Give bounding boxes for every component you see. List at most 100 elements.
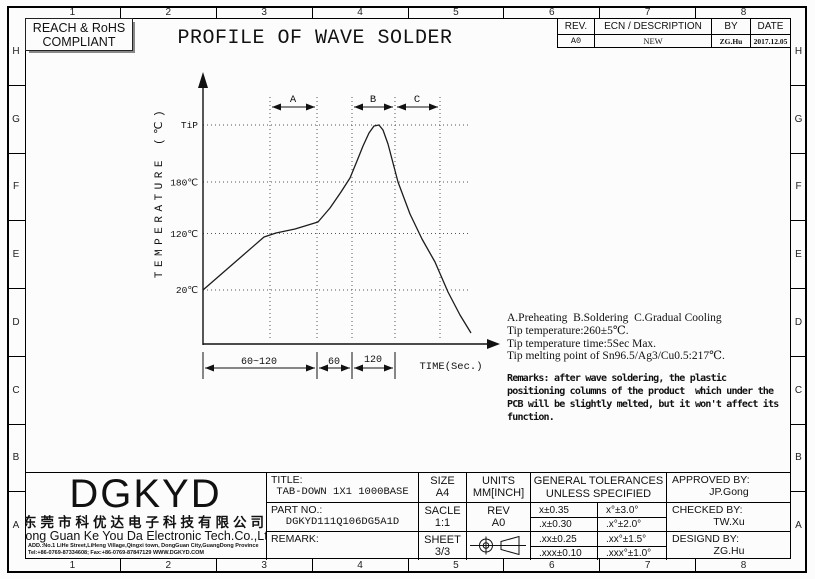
remarks-paragraph: Remarks: after wave soldering, the plast… bbox=[507, 373, 797, 425]
part-no-label: PART NO.: bbox=[271, 504, 323, 516]
remark-label: REMARK: bbox=[271, 533, 319, 545]
company-block: DGKYD 东莞市科优达电子科技有限公司 Dong Guan Ke You Da… bbox=[25, 473, 266, 560]
inner-border bbox=[25, 18, 791, 559]
zone-boundary-lines bbox=[269, 97, 441, 338]
zone-label: 1 bbox=[25, 559, 121, 572]
rev-cell: REV A0 bbox=[466, 502, 530, 531]
zone-label: 4 bbox=[313, 6, 409, 18]
tolerance-value: .xxx±0.10 bbox=[539, 548, 582, 559]
y-axis-arrow bbox=[198, 72, 208, 88]
approved-by-label: APPROVED BY: bbox=[672, 474, 750, 486]
title-cell: TITLE: TAB-DOWN 1X1 1000BASE bbox=[266, 473, 418, 502]
compliance-badge: REACH & RoHS COMPLIANT bbox=[25, 18, 133, 51]
units-value: MM[INCH] bbox=[472, 487, 525, 499]
zone-strip-bottom: 1 2 3 4 5 6 7 8 bbox=[25, 559, 791, 572]
zone-label: C bbox=[791, 357, 806, 425]
notes-block: A.Preheating B.Soldering C.Gradual Cooli… bbox=[507, 312, 797, 425]
sheet-cell: SHEET 3/3 bbox=[418, 531, 466, 560]
scale-value: 1:1 bbox=[434, 517, 451, 529]
tolerance-cell: .xx±0.25 bbox=[530, 531, 597, 546]
rev-value: A0 bbox=[570, 36, 582, 46]
zone-label: 1 bbox=[25, 6, 121, 18]
wave-solder-profile-chart: A B C TiP 180℃ 120℃ 20℃ TEMPERATURE (℃) … bbox=[153, 72, 500, 379]
scale-cell: SACLE 1:1 bbox=[418, 502, 466, 531]
zone-label: 7 bbox=[600, 559, 697, 572]
dimension-lines bbox=[202, 352, 396, 379]
zone-label: 6 bbox=[504, 6, 601, 18]
tolerance-value: .x±0.30 bbox=[539, 519, 572, 530]
zone-strip-top: 1 2 3 4 5 6 7 8 bbox=[25, 6, 791, 18]
zone-label: E bbox=[791, 221, 806, 289]
zone-label: 5 bbox=[409, 559, 505, 572]
zone-a-label: A bbox=[290, 94, 297, 106]
part-no-cell: PART NO.: DGKYD111Q106DG5A1D bbox=[266, 502, 418, 531]
size-cell: SIZE A4 bbox=[418, 473, 466, 502]
zone-strip-left: H G F E D C B A bbox=[7, 18, 25, 559]
company-name-en: Dong Guan Ke You Da Electronic Tech.Co.,… bbox=[25, 529, 266, 543]
scale-label: SACLE bbox=[424, 505, 461, 517]
date-col-header: DATE bbox=[750, 19, 790, 35]
zone-label: 6 bbox=[504, 559, 601, 572]
tolerance-cell: x°±3.0° bbox=[597, 502, 666, 517]
zone-label: F bbox=[7, 154, 25, 222]
approved-by-value: JP.Gong bbox=[709, 486, 749, 498]
part-no-value: DGKYD111Q106DG5A1D bbox=[285, 516, 400, 528]
tolerance-value: .xx°±1.5° bbox=[606, 533, 647, 545]
zone-label: B bbox=[7, 425, 25, 493]
zone-label: D bbox=[791, 289, 806, 357]
designed-by-cell: DESIGND BY: ZG.Hu bbox=[666, 531, 791, 560]
x-axis-title: TIME(Sec.) bbox=[419, 361, 482, 373]
checked-by-cell: CHECKED BY: TW.Xu bbox=[666, 502, 791, 531]
melting-point-note: Tip melting point of Sn96.5/Ag3/Cu0.5:21… bbox=[507, 350, 725, 363]
remarks-line: function. bbox=[507, 411, 555, 423]
zone-label: H bbox=[791, 18, 806, 86]
badge-line-2: COMPLIANT bbox=[42, 34, 116, 49]
ecn-col-header: ECN / DESCRIPTION bbox=[594, 19, 711, 35]
tolerance-cell: .xxx°±1.0° bbox=[597, 546, 666, 560]
designed-by-label: DESIGND BY: bbox=[672, 533, 740, 545]
remarks-line: Remarks: after wave soldering, the plast… bbox=[507, 373, 727, 385]
badge-line-1: REACH & RoHS bbox=[32, 20, 126, 35]
rev-label: REV bbox=[487, 505, 510, 517]
y-tick-120: 120℃ bbox=[170, 229, 198, 240]
y-tick-180: 180℃ bbox=[170, 178, 198, 189]
tolerance-cell: .x±0.30 bbox=[530, 517, 597, 531]
zone-label: G bbox=[791, 86, 806, 154]
tolerance-cell: .x°±2.0° bbox=[597, 517, 666, 531]
zone-label: H bbox=[7, 18, 25, 86]
y-tick-20: 20℃ bbox=[176, 285, 198, 296]
projection-symbol-cell bbox=[466, 531, 530, 560]
tolerance-cell: .xxx±0.10 bbox=[530, 546, 597, 560]
zone-label: F bbox=[791, 154, 806, 222]
sheet-value: 3/3 bbox=[434, 546, 451, 558]
rev-col-header: REV. bbox=[558, 19, 594, 35]
size-label: SIZE bbox=[430, 475, 455, 487]
zone-b-label: B bbox=[370, 94, 376, 106]
zone-label: 2 bbox=[121, 6, 217, 18]
zone-label: 7 bbox=[600, 6, 697, 18]
zone-legend: A.Preheating B.Soldering C.Gradual Cooli… bbox=[507, 312, 722, 324]
tolerance-value: x±0.35 bbox=[539, 504, 569, 516]
units-label: UNITS bbox=[482, 475, 515, 487]
company-contact: Tel:+86-0769-87334608; Fax:+86-0769-8784… bbox=[28, 549, 204, 556]
designed-by-value: ZG.Hu bbox=[713, 545, 745, 557]
remark-cell: REMARK: bbox=[266, 531, 418, 560]
tolerance-value: .xx±0.25 bbox=[539, 533, 577, 545]
rev-value: A0 bbox=[491, 517, 506, 529]
revision-table: REV. ECN / DESCRIPTION BY DATE A0 NEW ZG… bbox=[557, 18, 791, 48]
dim-middle-label: 60 bbox=[328, 357, 340, 368]
units-cell: UNITS MM[INCH] bbox=[466, 473, 530, 502]
zone-strip-right: H G F E D C B A bbox=[791, 18, 806, 559]
tolerance-value: .x°±2.0° bbox=[606, 519, 642, 530]
by-col-header: BY bbox=[711, 19, 750, 35]
tolerance-value: x°±3.0° bbox=[606, 504, 639, 516]
y-axis-title: TEMPERATURE (℃) bbox=[153, 106, 166, 278]
by-value: ZG.Hu bbox=[711, 35, 750, 47]
title-value: TAB-DOWN 1X1 1000BASE bbox=[276, 486, 409, 498]
tolerance-header-line-1: GENERAL TOLERANCES bbox=[533, 474, 664, 487]
zone-label: 5 bbox=[409, 6, 505, 18]
zone-label: A bbox=[12, 520, 20, 532]
title-block: DGKYD 东莞市科优达电子科技有限公司 Dong Guan Ke You Da… bbox=[25, 472, 791, 560]
company-address: ADD.:No.1 LiHe Street,LiHeng Village,Qin… bbox=[28, 543, 259, 549]
